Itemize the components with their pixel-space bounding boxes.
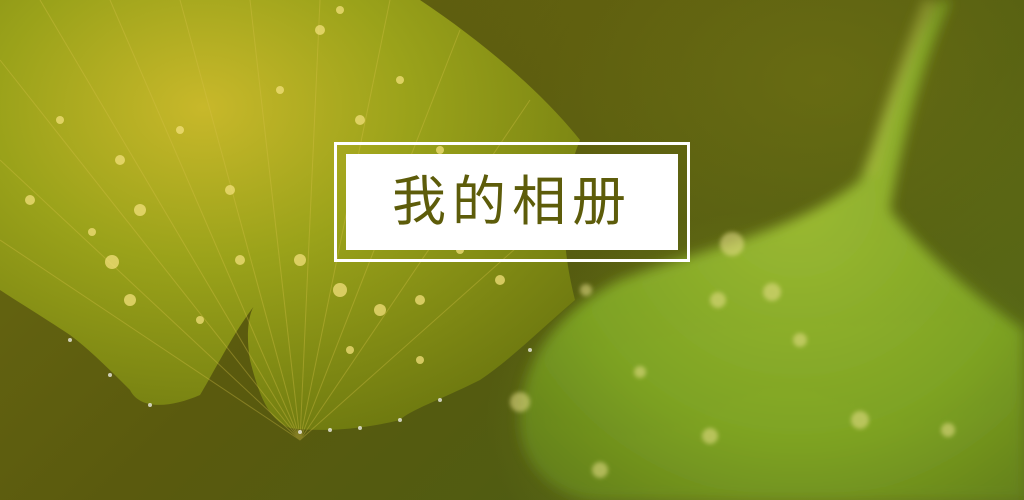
back-leaf xyxy=(520,0,1024,500)
front-leaf xyxy=(0,0,580,441)
bokeh-drops xyxy=(510,232,955,478)
title-frame: 我的相册 xyxy=(334,142,690,262)
album-title: 我的相册 xyxy=(392,170,632,233)
title-panel: 我的相册 xyxy=(346,154,678,250)
